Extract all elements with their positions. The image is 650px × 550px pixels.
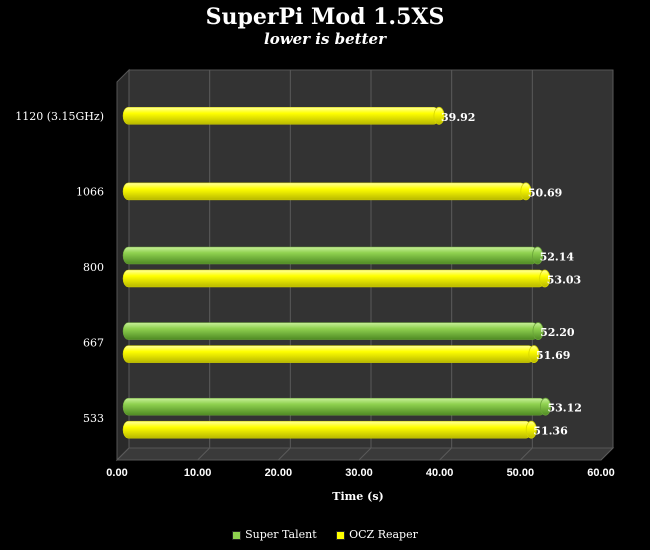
legend-item-super-talent: Super Talent bbox=[232, 528, 317, 541]
legend-label: OCZ Reaper bbox=[349, 528, 418, 541]
y-category-label: 1120 (3.15GHz) bbox=[15, 110, 104, 123]
bar-ocz-reaper bbox=[122, 420, 537, 439]
chart-title: SuperPi Mod 1.5XS bbox=[205, 4, 445, 30]
x-tick-label: 60.00 bbox=[587, 467, 615, 479]
floor-grid-line bbox=[358, 447, 372, 461]
bar-super-talent bbox=[122, 246, 544, 265]
x-axis-label: Time (s) bbox=[332, 490, 383, 503]
floor-grid-line bbox=[600, 447, 614, 461]
bar-value-label: 51.69 bbox=[536, 349, 570, 362]
bar-ocz-reaper bbox=[122, 182, 532, 201]
x-tick-label: 40.00 bbox=[426, 467, 454, 479]
y-category-label: 800 bbox=[83, 261, 104, 274]
bar-value-label: 53.03 bbox=[547, 274, 581, 287]
legend-label: Super Talent bbox=[245, 528, 317, 541]
y-category-label: 667 bbox=[83, 337, 104, 350]
floor-grid-line bbox=[116, 447, 130, 461]
y-axis-categories: 1120 (3.15GHz) 1066 800 667 533 bbox=[15, 110, 104, 425]
bar-super-talent bbox=[122, 322, 544, 341]
bar-value-label: 39.92 bbox=[441, 111, 475, 124]
x-tick-label: 0.00 bbox=[106, 467, 127, 479]
legend-swatch-ocz-reaper bbox=[336, 530, 346, 540]
x-tick-label: 10.00 bbox=[184, 467, 212, 479]
legend: Super Talent OCZ Reaper bbox=[0, 528, 650, 541]
bar-value-label: 52.20 bbox=[540, 326, 575, 339]
chart-subtitle: lower is better bbox=[264, 30, 386, 48]
bar-ocz-reaper bbox=[122, 106, 445, 125]
y-category-label: 533 bbox=[83, 412, 104, 425]
floor-grid-line bbox=[439, 447, 453, 461]
bar-super-talent bbox=[122, 397, 552, 416]
legend-swatch-super-talent bbox=[232, 530, 242, 540]
x-tick-label: 20.00 bbox=[265, 467, 293, 479]
bar-value-label: 50.69 bbox=[528, 186, 562, 199]
bar-value-label: 53.12 bbox=[548, 402, 582, 415]
floor-grid-line bbox=[277, 447, 291, 461]
y-category-label: 1066 bbox=[76, 185, 104, 198]
x-axis-ticks: 0.00 10.00 20.00 30.00 40.00 50.00 60.00 bbox=[106, 467, 614, 479]
bar-ocz-reaper bbox=[122, 345, 540, 364]
floor-grid-line bbox=[519, 447, 533, 461]
legend-item-ocz-reaper: OCZ Reaper bbox=[336, 528, 418, 541]
bar-value-label: 51.36 bbox=[533, 425, 568, 438]
bars: 39.92 50.69 52.14 53.03 52.20 51.69 53.12 51.36 bbox=[122, 106, 582, 439]
floor-grid-line bbox=[197, 447, 211, 461]
bar-ocz-reaper bbox=[122, 269, 551, 288]
x-tick-label: 30.00 bbox=[345, 467, 373, 479]
bar-value-label: 52.14 bbox=[540, 251, 575, 264]
x-tick-label: 50.00 bbox=[507, 467, 535, 479]
